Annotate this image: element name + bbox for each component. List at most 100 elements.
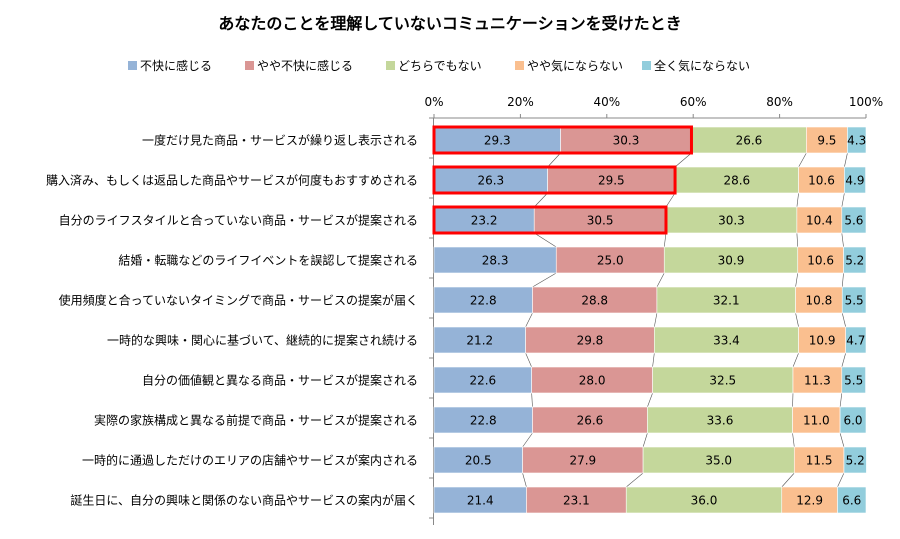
legend-swatch <box>642 61 651 70</box>
bar-value-label: 33.4 <box>713 334 740 348</box>
category-label: 誕生日に、自分の興味と関係のない商品やサービスの案内が届く <box>70 493 418 508</box>
bar-segment <box>793 446 845 474</box>
chart-title: あなたのことを理解していないコミュニケーションを受けたとき <box>218 14 681 33</box>
bar-segment <box>792 406 841 434</box>
series-connector-line <box>665 192 676 208</box>
bar-value-label: 36.0 <box>691 494 718 508</box>
series-connector-line <box>795 272 799 288</box>
bar-segment <box>642 446 795 474</box>
series-connector-line <box>837 472 845 488</box>
bar-value-label: 22.8 <box>470 294 497 308</box>
series-connector-line <box>839 432 845 448</box>
category-label: 結婚・転職などのライフイベントを誤認して提案される <box>118 253 418 268</box>
series-connector-line <box>841 232 844 248</box>
bar-segment <box>674 166 799 194</box>
bar-segment <box>806 126 848 154</box>
bar-value-label: 10.6 <box>807 254 834 268</box>
bar-segment <box>847 126 867 154</box>
legend-label: 不快に感じる <box>140 58 212 73</box>
category-label: 購入済み、もしくは返品した商品やサービスが何度もおすすめされる <box>46 173 418 188</box>
bar-value-label: 11.0 <box>803 414 830 428</box>
x-tick-label: 100% <box>849 95 883 109</box>
bar-segment <box>781 486 838 514</box>
bar-value-label: 28.0 <box>579 374 606 388</box>
bar-value-label: 33.6 <box>707 414 734 428</box>
bars: 29.3 30.3 26.6 9.5 4.3 26.3 29.5 28.6 10.6 4.9 23.… <box>433 126 867 514</box>
bar-segment <box>433 246 557 274</box>
x-axis-ticks: 0% 20% 40% 60% 80% 100% <box>424 95 883 109</box>
bar-value-label: 10.8 <box>806 294 833 308</box>
x-tick-label: 40% <box>593 95 620 109</box>
series-connector-line <box>796 232 799 248</box>
bar-segment <box>433 366 532 394</box>
bar-segment <box>647 406 793 434</box>
bar-value-label: 21.4 <box>467 494 494 508</box>
bar-segment <box>839 406 867 434</box>
bar-value-label: 5.6 <box>844 214 863 228</box>
bar-segment <box>522 446 644 474</box>
legend-label: やや不快に感じる <box>257 58 353 73</box>
bar-value-label: 28.8 <box>581 294 608 308</box>
series-connector-line <box>532 272 557 288</box>
bar-value-label: 23.2 <box>471 214 498 228</box>
bar-segment <box>843 446 867 474</box>
bar-value-label: 29.8 <box>577 334 604 348</box>
bar-value-label: 10.6 <box>808 174 835 188</box>
bar-segment <box>665 206 798 234</box>
legend-swatch <box>515 61 524 70</box>
bar-segment <box>433 286 533 314</box>
bar-segment <box>841 206 867 234</box>
bar-value-label: 28.3 <box>482 254 509 268</box>
bar-segment <box>797 246 844 274</box>
series-connector-line <box>534 192 548 208</box>
series-connector-line <box>656 272 665 288</box>
bar-segment <box>837 486 867 514</box>
highlight-box <box>432 165 677 195</box>
bar-value-label: 20.5 <box>465 454 492 468</box>
bar-value-label: 10.4 <box>806 214 833 228</box>
bar-segment <box>845 326 867 354</box>
x-tick-label: 0% <box>424 95 443 109</box>
series-connector-line <box>844 152 848 168</box>
bar-segment <box>841 366 866 394</box>
series-connector-line <box>522 472 527 488</box>
bar-value-label: 5.5 <box>845 294 864 308</box>
bar-segment <box>654 326 799 354</box>
series-connector-line <box>841 192 845 208</box>
bar-value-label: 27.9 <box>569 454 596 468</box>
bar-segment <box>841 286 867 314</box>
series-connector-line <box>781 472 795 488</box>
bar-segment <box>792 366 843 394</box>
bar-value-label: 11.5 <box>806 454 833 468</box>
series-connector-line <box>534 232 557 248</box>
series-connector-line <box>626 472 644 488</box>
bar-value-label: 4.3 <box>847 134 866 148</box>
bar-segment <box>547 166 676 194</box>
bar-value-label: 32.5 <box>709 374 736 388</box>
series-connector-line <box>642 432 648 448</box>
series-connector-line <box>839 392 843 408</box>
bar-value-label: 11.3 <box>804 374 831 388</box>
x-tick-label: 60% <box>680 95 707 109</box>
bar-value-label: 29.5 <box>598 174 625 188</box>
series-connector-line <box>841 272 844 288</box>
category-label: 一時的な興味・関心に基づいて、継続的に提案され続ける <box>107 333 418 348</box>
series-connector-line <box>841 352 846 368</box>
series-connector-line <box>795 312 799 328</box>
bar-segment <box>560 126 692 154</box>
bar-value-label: 32.1 <box>713 294 740 308</box>
bar-value-label: 4.9 <box>845 174 864 188</box>
bar-segment <box>433 406 533 434</box>
bar-segment <box>798 166 845 194</box>
series-connector-line <box>663 232 667 248</box>
bar-value-label: 9.5 <box>817 134 836 148</box>
bar-value-label: 30.3 <box>718 214 745 228</box>
bar-value-label: 12.9 <box>796 494 823 508</box>
bar-value-label: 22.6 <box>469 374 496 388</box>
highlight-boxes <box>432 125 693 235</box>
legend-swatch <box>386 61 395 70</box>
bar-value-label: 26.6 <box>577 414 604 428</box>
highlight-box <box>432 205 668 235</box>
bar-value-label: 30.5 <box>587 214 614 228</box>
bar-segment <box>433 166 548 194</box>
